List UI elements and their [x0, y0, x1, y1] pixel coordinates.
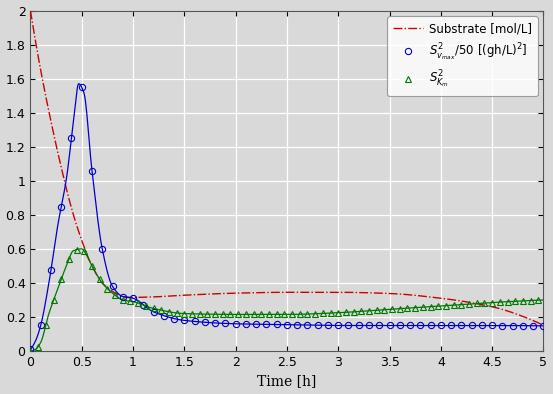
Line: Substrate [mol/L]: Substrate [mol/L] [30, 11, 544, 325]
Substrate [mol/L] [540, 323, 547, 327]
$S^2_{v_{max}}/50$ [(gh/L)$^2$] [376, 323, 383, 328]
X-axis label: Time [h]: Time [h] [257, 374, 317, 388]
$S^2_{v_{max}}/50$ [(gh/L)$^2$] [540, 323, 547, 328]
Substrate [mol/L] [469, 300, 476, 305]
$S^2_{v_{max}}/50$ [(gh/L)$^2$] [79, 85, 85, 90]
$S^2_{K_m}$ [535, 298, 541, 303]
$S^2_{v_{max}}/50$ [(gh/L)$^2$] [201, 320, 208, 325]
Substrate [mol/L] [325, 290, 332, 295]
$S^2_{K_m}$ [96, 277, 103, 282]
$S^2_{v_{max}}/50$ [(gh/L)$^2$] [407, 323, 414, 328]
Legend: Substrate [mol/L], $S^2_{v_{max}}/50$ [(gh/L)$^2$], $S^2_{K_m}$: Substrate [mol/L], $S^2_{v_{max}}/50$ [(… [387, 17, 538, 96]
$S^2_{v_{max}}/50$ [(gh/L)$^2$] [191, 319, 198, 324]
Substrate [mol/L] [416, 294, 423, 298]
$S^2_{K_m}$ [27, 349, 34, 353]
Substrate [mol/L] [59, 168, 65, 173]
$S^2_{K_m}$ [420, 305, 426, 309]
Line: $S^2_{K_m}$: $S^2_{K_m}$ [28, 247, 541, 354]
$S^2_{K_m}$ [112, 293, 118, 297]
Substrate [mol/L] [27, 8, 34, 13]
$S^2_{v_{max}}/50$ [(gh/L)$^2$] [150, 310, 157, 314]
$S^2_{K_m}$ [243, 312, 249, 317]
Substrate [mol/L] [354, 290, 361, 295]
Substrate [mol/L] [338, 290, 345, 295]
Line: $S^2_{v_{max}}/50$ [(gh/L)$^2$]: $S^2_{v_{max}}/50$ [(gh/L)$^2$] [27, 84, 546, 353]
$S^2_{v_{max}}/50$ [(gh/L)$^2$] [530, 323, 536, 328]
$S^2_{v_{max}}/50$ [(gh/L)$^2$] [27, 347, 34, 352]
$S^2_{K_m}$ [265, 312, 272, 317]
$S^2_{K_m}$ [504, 299, 511, 304]
$S^2_{K_m}$ [73, 247, 80, 252]
